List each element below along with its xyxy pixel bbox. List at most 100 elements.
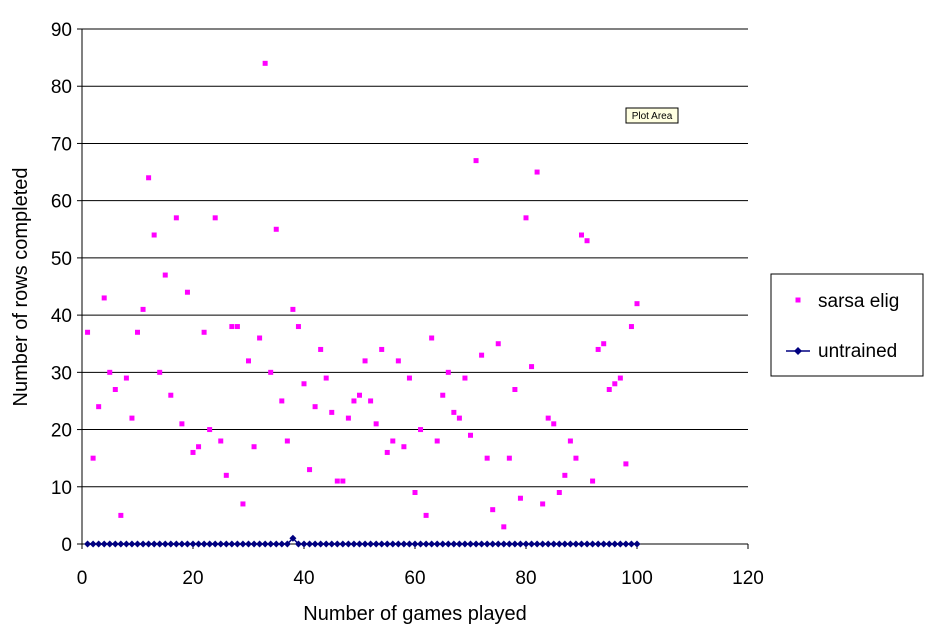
data-point-untrained: [278, 540, 286, 548]
data-point-untrained: [467, 540, 474, 548]
data-point-untrained: [555, 540, 563, 548]
data-point-untrained: [494, 540, 502, 548]
data-point-untrained: [122, 540, 130, 548]
data-point-sarsa-elig: [279, 398, 285, 404]
data-point-untrained: [134, 540, 141, 548]
data-point-sarsa-elig: [196, 444, 202, 450]
data-point-sarsa-elig: [495, 341, 501, 347]
legend-label-sarsa-elig: sarsa elig: [818, 291, 899, 312]
data-point-untrained: [444, 540, 452, 548]
y-tick-label: 60: [51, 192, 72, 213]
data-point-sarsa-elig: [168, 392, 174, 398]
data-point-untrained: [478, 540, 486, 548]
data-point-sarsa-elig: [123, 375, 129, 381]
data-point-sarsa-elig: [246, 358, 251, 364]
data-point-sarsa-elig: [334, 478, 340, 484]
data-point-untrained: [533, 540, 541, 548]
data-point-untrained: [422, 540, 430, 548]
data-point-untrained: [411, 540, 419, 548]
data-point-untrained: [394, 540, 402, 548]
data-point-untrained: [417, 540, 425, 548]
data-point-sarsa-elig: [423, 512, 429, 518]
data-point-untrained: [222, 540, 230, 548]
data-point-sarsa-elig: [601, 341, 607, 347]
data-point-untrained: [389, 540, 397, 548]
series-untrained: [84, 534, 641, 548]
data-point-sarsa-elig: [395, 358, 401, 364]
data-point-untrained: [200, 540, 208, 548]
data-point-sarsa-elig: [456, 415, 462, 421]
y-tick-label: 70: [51, 134, 72, 155]
data-point-untrained: [195, 540, 203, 548]
data-point-sarsa-elig: [318, 346, 324, 352]
data-point-untrained: [522, 540, 530, 548]
y-tick-label: 0: [61, 535, 72, 556]
data-point-sarsa-elig: [490, 507, 496, 513]
data-point-untrained: [594, 540, 602, 548]
data-point-untrained: [306, 540, 314, 548]
data-point-sarsa-elig: [506, 455, 512, 461]
data-point-untrained: [128, 540, 136, 548]
data-point-sarsa-elig: [562, 472, 568, 478]
legend-label-untrained: untrained: [818, 341, 897, 362]
data-point-sarsa-elig: [340, 478, 346, 484]
data-point-untrained: [289, 534, 297, 542]
data-point-untrained: [111, 540, 119, 548]
data-point-untrained: [472, 540, 480, 548]
data-point-sarsa-elig: [584, 238, 590, 244]
data-point-sarsa-elig: [551, 421, 557, 427]
x-tick-label: 40: [293, 568, 314, 589]
data-point-untrained: [433, 540, 441, 548]
data-point-sarsa-elig: [207, 427, 213, 433]
data-point-sarsa-elig: [545, 415, 551, 421]
data-point-sarsa-elig: [151, 232, 157, 238]
data-point-sarsa-elig: [567, 438, 573, 444]
data-point-sarsa-elig: [118, 512, 124, 518]
data-point-untrained: [245, 540, 252, 548]
data-point-sarsa-elig: [284, 438, 290, 444]
data-point-untrained: [145, 540, 153, 548]
data-point-untrained: [228, 540, 236, 548]
data-point-sarsa-elig: [534, 169, 540, 175]
plot-area-annotation: Plot Area: [625, 107, 679, 124]
data-point-untrained: [233, 540, 241, 548]
y-tick-label: 90: [51, 20, 72, 41]
data-point-sarsa-elig: [129, 415, 135, 421]
data-point-sarsa-elig: [307, 467, 313, 473]
data-point-sarsa-elig: [234, 324, 240, 330]
gridlines: [82, 28, 748, 488]
y-tick-label: 40: [51, 306, 72, 327]
data-point-untrained: [483, 540, 491, 548]
data-point-untrained: [106, 540, 114, 548]
data-point-untrained: [250, 540, 258, 548]
data-point-untrained: [583, 540, 591, 548]
data-point-sarsa-elig: [390, 438, 396, 444]
data-point-untrained: [178, 540, 186, 548]
data-point-sarsa-elig: [462, 375, 468, 381]
data-point-untrained: [261, 540, 269, 548]
data-point-sarsa-elig: [523, 215, 529, 221]
data-point-untrained: [256, 540, 264, 548]
data-point-untrained: [528, 540, 536, 548]
data-point-sarsa-elig: [612, 381, 618, 387]
data-point-untrained: [566, 540, 574, 548]
data-point-sarsa-elig: [617, 375, 623, 381]
data-point-sarsa-elig: [257, 335, 263, 341]
data-point-sarsa-elig: [556, 490, 562, 495]
data-point-untrained: [578, 540, 585, 548]
data-point-sarsa-elig: [406, 375, 412, 381]
y-tick-label: 20: [51, 421, 72, 442]
data-point-sarsa-elig: [634, 301, 640, 307]
data-point-sarsa-elig: [96, 404, 102, 410]
data-point-untrained: [489, 540, 497, 548]
data-point-untrained: [189, 540, 197, 548]
data-point-sarsa-elig: [445, 369, 451, 375]
x-tick-label: 20: [182, 568, 203, 589]
data-point-sarsa-elig: [573, 455, 579, 461]
x-tick-label: 0: [77, 568, 88, 589]
data-point-sarsa-elig: [290, 306, 296, 312]
data-point-untrained: [300, 540, 308, 548]
data-point-sarsa-elig: [429, 335, 435, 341]
data-point-untrained: [333, 540, 341, 548]
data-point-sarsa-elig: [329, 409, 335, 415]
